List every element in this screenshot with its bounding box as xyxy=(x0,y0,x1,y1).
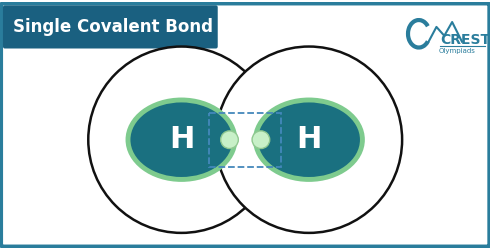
Circle shape xyxy=(252,131,270,148)
FancyBboxPatch shape xyxy=(3,5,218,49)
Circle shape xyxy=(216,46,402,233)
Ellipse shape xyxy=(126,98,238,182)
Text: CREST: CREST xyxy=(440,33,490,47)
Text: H: H xyxy=(169,125,194,154)
Ellipse shape xyxy=(253,98,365,182)
Ellipse shape xyxy=(258,102,360,177)
Circle shape xyxy=(88,46,274,233)
Text: H: H xyxy=(296,125,322,154)
Bar xyxy=(209,113,282,167)
Circle shape xyxy=(220,131,238,148)
Ellipse shape xyxy=(130,102,232,177)
Text: Single Covalent Bond: Single Covalent Bond xyxy=(13,18,213,36)
Text: Olympiads: Olympiads xyxy=(438,48,476,54)
FancyBboxPatch shape xyxy=(1,4,490,246)
